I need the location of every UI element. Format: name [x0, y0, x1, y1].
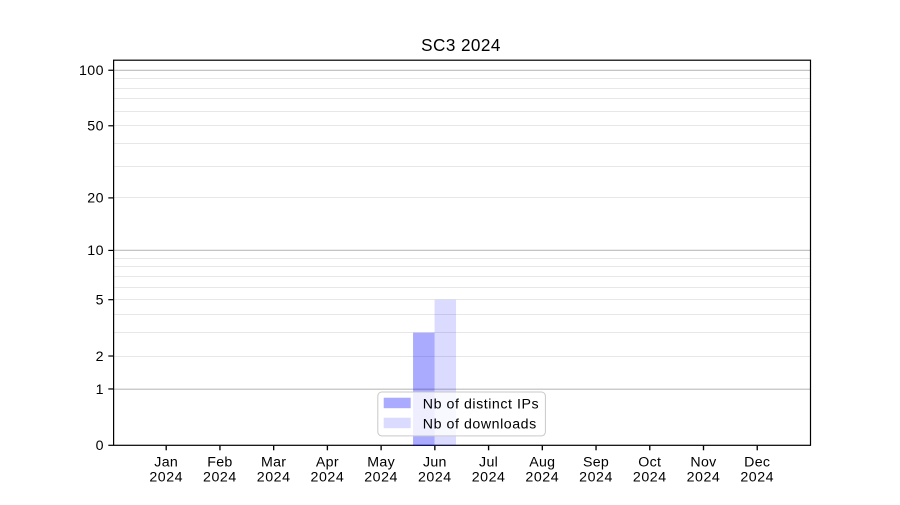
- svg-text:Jan: Jan: [154, 454, 178, 470]
- svg-text:2024: 2024: [311, 470, 345, 486]
- svg-text:50: 50: [87, 119, 104, 135]
- svg-text:Nb of distinct IPs: Nb of distinct IPs: [423, 396, 539, 412]
- svg-text:5: 5: [96, 292, 104, 308]
- svg-text:0: 0: [96, 438, 104, 454]
- svg-text:2024: 2024: [633, 470, 667, 486]
- svg-text:Nov: Nov: [690, 454, 717, 470]
- svg-text:2024: 2024: [203, 470, 237, 486]
- svg-text:2024: 2024: [579, 470, 613, 486]
- svg-text:2024: 2024: [472, 470, 506, 486]
- svg-text:Aug: Aug: [529, 454, 555, 470]
- svg-text:2024: 2024: [257, 470, 291, 486]
- svg-text:100: 100: [79, 63, 104, 79]
- svg-text:Sep: Sep: [583, 454, 609, 470]
- svg-text:Jul: Jul: [479, 454, 498, 470]
- svg-text:Jun: Jun: [423, 454, 447, 470]
- svg-text:1: 1: [96, 382, 104, 398]
- svg-text:Feb: Feb: [207, 454, 232, 470]
- svg-text:2024: 2024: [364, 470, 398, 486]
- svg-text:Mar: Mar: [261, 454, 286, 470]
- svg-text:Oct: Oct: [638, 454, 661, 470]
- svg-text:2024: 2024: [149, 470, 183, 486]
- svg-text:Apr: Apr: [316, 454, 339, 470]
- svg-text:2: 2: [96, 349, 104, 365]
- svg-text:SC3 2024: SC3 2024: [421, 36, 501, 55]
- svg-text:2024: 2024: [740, 470, 774, 486]
- svg-text:10: 10: [87, 243, 104, 259]
- svg-text:2024: 2024: [525, 470, 559, 486]
- svg-text:Dec: Dec: [744, 454, 770, 470]
- svg-text:2024: 2024: [418, 470, 452, 486]
- svg-text:2024: 2024: [687, 470, 721, 486]
- svg-text:20: 20: [87, 191, 104, 207]
- svg-text:May: May: [367, 454, 395, 470]
- svg-text:Nb of downloads: Nb of downloads: [423, 417, 537, 433]
